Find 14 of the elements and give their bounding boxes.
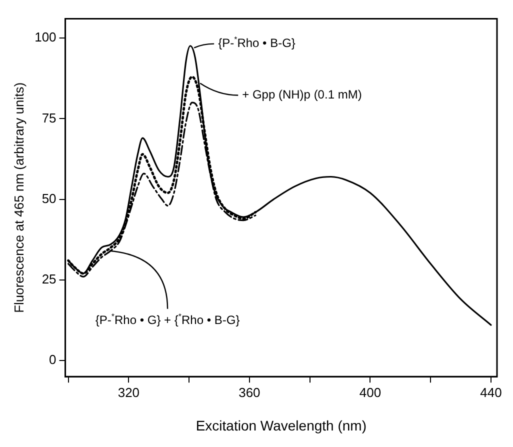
y-tick-label: 25 [42, 271, 56, 286]
annotation: {P-*Rho • G} + {*Rho • B-G} [95, 312, 240, 328]
y-axis-title: Fluorescence at 465 nm (arbitrary units) [11, 82, 26, 313]
annotation: {P-*Rho • B-G} [218, 35, 296, 50]
x-tick-label: 400 [359, 384, 382, 400]
x-axis-title: Excitation Wavelength (nm) [196, 417, 366, 434]
y-tick-label: 100 [34, 30, 56, 45]
y-tick-label: 75 [42, 110, 56, 126]
x-tick-label: 320 [118, 384, 140, 400]
x-tick-label: 360 [238, 384, 260, 400]
y-tick-label: 0 [49, 352, 56, 368]
x-tick-label: 440 [480, 384, 502, 400]
y-tick-label: 50 [42, 190, 56, 206]
annotation: + Gpp (NH)p (0.1 mM) [242, 88, 362, 102]
